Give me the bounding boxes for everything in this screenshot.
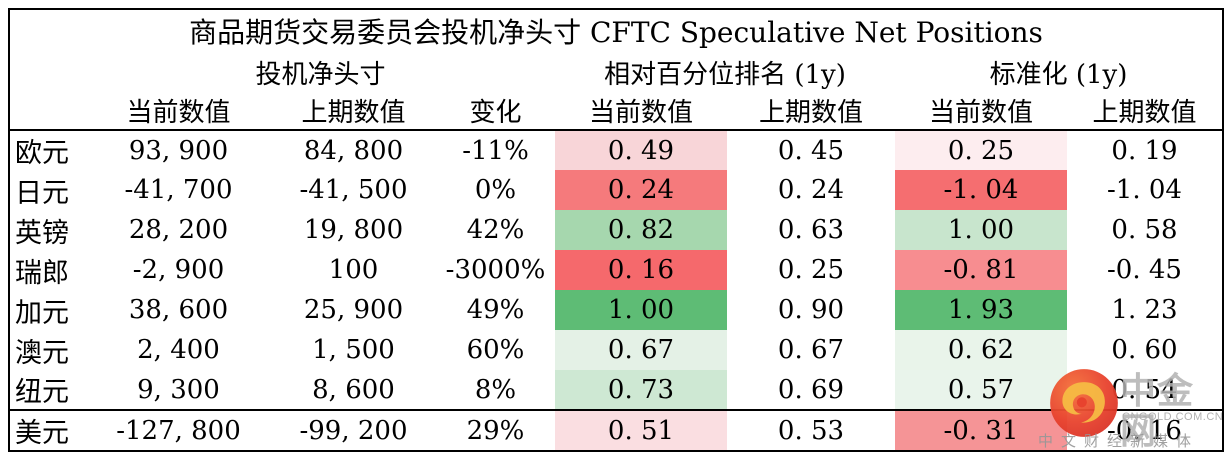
- cell-std-previous: 0. 58: [1111, 215, 1178, 245]
- subheader-net-previous: 上期数值: [271, 92, 436, 131]
- subheader-pct-current: 当前数值: [555, 92, 727, 131]
- row-label: 加元: [15, 297, 69, 329]
- subheader-net-change: 变化: [436, 92, 555, 131]
- cell-pct-previous: 0. 90: [777, 295, 845, 325]
- cell-std-current: -0. 81: [895, 250, 1067, 290]
- subheader-net-current: 当前数值: [86, 92, 271, 131]
- cell-net-change: 60%: [466, 335, 525, 365]
- cell-net-change: 49%: [466, 295, 525, 325]
- cell-std-previous: -1. 04: [1107, 175, 1182, 205]
- cell-pct-current: 0. 82: [555, 210, 727, 250]
- cell-pct-previous: 0. 25: [777, 255, 845, 285]
- row-label: 美元: [9, 409, 86, 451]
- row-label: 日元: [15, 177, 69, 209]
- cell-pct-previous: 0. 45: [777, 135, 845, 166]
- cell-net-current: 28, 200: [128, 215, 229, 245]
- cell-std-current: 0. 25: [895, 130, 1067, 170]
- cell-std-current: 1. 93: [895, 290, 1067, 330]
- cell-pct-current: 0. 24: [555, 170, 727, 210]
- cell-net-current: 93, 900: [128, 135, 229, 166]
- cell-net-change: 8%: [474, 374, 517, 405]
- cell-net-previous: -41, 500: [299, 175, 408, 205]
- table-title: 商品期货交易委员会投机净头寸 CFTC Speculative Net Posi…: [189, 16, 1043, 49]
- subheader-spacer: [9, 92, 86, 131]
- cell-pct-current: 0. 16: [555, 250, 727, 290]
- cell-net-change: 29%: [436, 409, 555, 451]
- cell-net-current: 38, 600: [128, 295, 229, 325]
- cell-std-previous: -0. 45: [1107, 255, 1182, 285]
- cell-pct-current: 0. 51: [555, 409, 727, 451]
- cell-std-current: 0. 57: [895, 370, 1067, 410]
- cell-std-previous: 0. 19: [1111, 135, 1178, 166]
- cell-pct-current: 0. 73: [555, 370, 727, 410]
- cell-net-current: 2, 400: [137, 335, 220, 365]
- cell-std-current: -0. 31: [895, 409, 1067, 451]
- cell-net-current: -2, 900: [132, 255, 225, 285]
- cell-pct-previous: 0. 24: [777, 175, 845, 205]
- cell-pct-previous: 0. 69: [777, 374, 845, 405]
- subheader-row: 当前数值 上期数值 变化 当前数值 上期数值 当前数值 上期数值: [9, 92, 1223, 131]
- cell-pct-current: 1. 00: [555, 290, 727, 330]
- row-label: 欧元: [15, 138, 69, 169]
- cell-net-previous: 1, 500: [312, 335, 395, 365]
- row-label: 纽元: [15, 377, 69, 408]
- cell-net-change: -11%: [462, 135, 529, 166]
- table-row: 加元 38, 600 25, 900 49% 1. 00 0. 90 1. 93 1. 23: [9, 290, 1223, 330]
- table-row: 日元 -41, 700 -41, 500 0% 0. 24 0. 24 -1. 04 -1. …: [9, 170, 1223, 210]
- cell-net-previous: 84, 800: [303, 135, 404, 166]
- table-row: 英镑 28, 200 19, 800 42% 0. 82 0. 63 1. 00 0. 58: [9, 210, 1223, 250]
- row-label: 瑞郎: [15, 257, 69, 289]
- group-net-positions: 投机净头寸: [255, 59, 386, 90]
- group-header-row: 投机净头寸 相对百分位排名 (1y) 标准化 (1y): [9, 52, 1223, 92]
- row-label: 英镑: [15, 217, 69, 249]
- cell-net-previous: 100: [328, 255, 379, 285]
- cell-std-previous: 0. 54: [1111, 374, 1178, 405]
- cell-net-current: 9, 300: [137, 374, 220, 405]
- cell-std-current: 1. 00: [895, 210, 1067, 250]
- table-row: 澳元 2, 400 1, 500 60% 0. 67 0. 67 0. 62 0. 60: [9, 330, 1223, 370]
- subheader-pct-previous: 上期数值: [727, 92, 895, 131]
- row-label: 澳元: [15, 337, 69, 369]
- table-row: 纽元 9, 300 8, 600 8% 0. 73 0. 69 0. 57 0. 54: [9, 370, 1223, 410]
- cell-net-previous: 8, 600: [312, 374, 395, 405]
- table-row: 瑞郎 -2, 900 100 -3000% 0. 16 0. 25 -0. 81 -0. 45: [9, 250, 1223, 290]
- cell-std-previous: 0. 60: [1111, 335, 1178, 365]
- cell-net-previous: 25, 900: [303, 295, 404, 325]
- cell-pct-current: 0. 49: [555, 130, 727, 170]
- cell-pct-previous: 0. 67: [777, 335, 845, 365]
- cell-pct-previous: 0. 53: [727, 409, 895, 451]
- cell-std-previous: -0. 16: [1067, 409, 1223, 451]
- cell-net-current: -41, 700: [124, 175, 233, 205]
- subheader-std-current: 当前数值: [895, 92, 1067, 131]
- cell-pct-current: 0. 67: [555, 330, 727, 370]
- group-percentile-rank: 相对百分位排名 (1y): [604, 59, 846, 90]
- cell-net-change: 42%: [466, 215, 525, 245]
- title-row: 商品期货交易委员会投机净头寸 CFTC Speculative Net Posi…: [9, 9, 1223, 52]
- cell-std-current: -1. 04: [895, 170, 1067, 210]
- table-row: 欧元 93, 900 84, 800 -11% 0. 49 0. 45 0. 25 0. 19: [9, 130, 1223, 170]
- cell-net-current: -127, 800: [86, 409, 271, 451]
- subheader-std-previous: 上期数值: [1067, 92, 1223, 131]
- cell-net-previous: -99, 200: [271, 409, 436, 451]
- cell-net-previous: 19, 800: [303, 215, 404, 245]
- cell-std-previous: 1. 23: [1111, 295, 1178, 325]
- cell-pct-previous: 0. 63: [777, 215, 845, 245]
- group-spacer: [9, 52, 86, 92]
- cftc-table: 商品期货交易委员会投机净头寸 CFTC Speculative Net Posi…: [8, 8, 1224, 452]
- cell-std-current: 0. 62: [895, 330, 1067, 370]
- table-body: 欧元 93, 900 84, 800 -11% 0. 49 0. 45 0. 25 0. 19…: [9, 130, 1223, 451]
- group-standardized: 标准化 (1y): [989, 59, 1128, 90]
- cell-net-change: 0%: [474, 175, 517, 205]
- cell-net-change: -3000%: [445, 255, 546, 285]
- table-row: 美元 -127, 800 -99, 200 29% 0. 51 0. 53 -0. 31 -0…: [9, 409, 1223, 451]
